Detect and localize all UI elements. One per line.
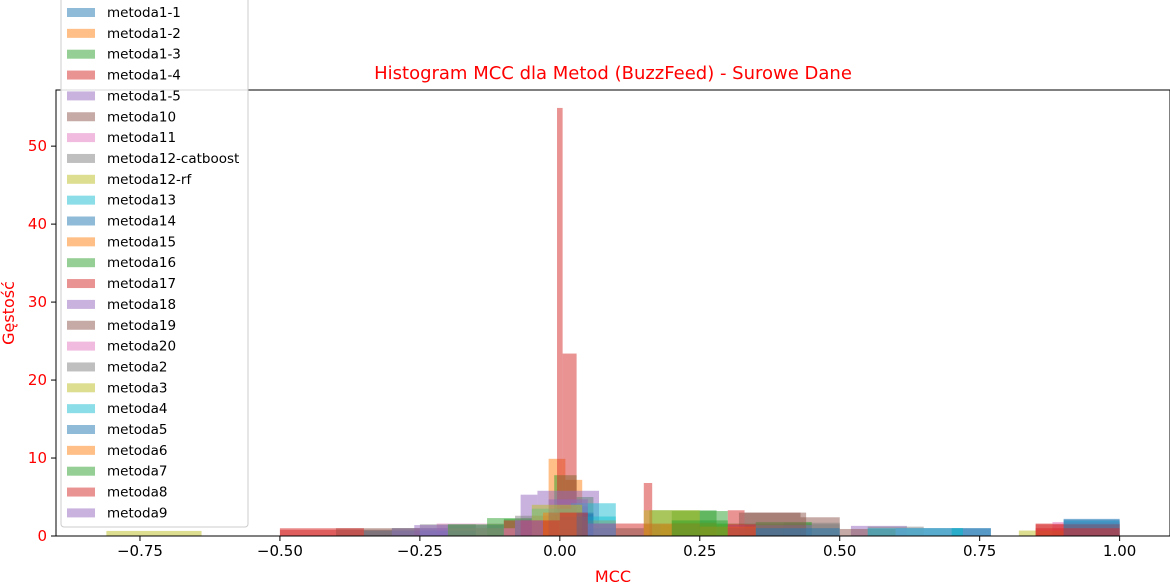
legend-swatch <box>67 487 95 497</box>
legend-label: metoda11 <box>107 130 176 146</box>
legend-swatch <box>67 70 95 80</box>
legend-swatch <box>67 174 95 184</box>
y-tick-label: 30 <box>28 293 47 311</box>
legend-label: metoda10 <box>107 109 176 125</box>
legend-swatch <box>67 320 95 330</box>
legend-label: metoda6 <box>107 443 167 459</box>
y-tick-label: 50 <box>28 137 47 155</box>
legend-label: metoda19 <box>107 318 176 334</box>
histogram-bar <box>895 528 963 536</box>
histogram-bar <box>106 530 202 536</box>
legend-label: metoda15 <box>107 234 176 250</box>
legend-label: metoda16 <box>107 255 176 271</box>
legend-label: metoda9 <box>107 505 167 521</box>
legend-label: metoda18 <box>107 297 176 313</box>
histogram-bar <box>671 520 728 536</box>
x-tick-label: 0.00 <box>543 542 576 560</box>
x-tick-label: 0.50 <box>823 542 856 560</box>
legend-swatch <box>67 508 95 518</box>
legend-label: metoda20 <box>107 339 176 355</box>
histogram-bar <box>447 524 504 536</box>
histogram-bar <box>279 528 364 536</box>
legend-label: metoda17 <box>107 276 176 292</box>
legend-label: metoda13 <box>107 193 176 209</box>
legend-label: metoda4 <box>107 401 167 417</box>
y-tick-label: 20 <box>28 371 47 389</box>
legend-swatch <box>67 362 95 372</box>
histogram-bar <box>559 512 588 536</box>
x-tick-label: 0.75 <box>963 542 996 560</box>
y-axis-label: Gęstość <box>0 281 18 345</box>
x-tick-label: −0.75 <box>117 542 163 560</box>
legend-label: metoda12-rf <box>107 172 192 188</box>
legend-label: metoda1-1 <box>107 5 181 21</box>
legend-label: metoda1-3 <box>107 47 181 63</box>
legend-swatch <box>67 49 95 59</box>
y-tick-label: 40 <box>28 215 47 233</box>
legend-swatch <box>67 425 95 434</box>
legend-label: metoda5 <box>107 422 167 438</box>
legend-label: metoda2 <box>107 359 167 375</box>
legend-swatch <box>67 341 95 351</box>
legend-box <box>60 0 249 528</box>
legend-swatch <box>67 279 95 289</box>
legend-swatch <box>67 195 95 205</box>
x-tick-label: −0.50 <box>257 542 303 560</box>
legend-label: metoda1-2 <box>107 26 181 42</box>
y-tick-label: 0 <box>37 527 47 545</box>
legend-label: metoda14 <box>107 214 176 230</box>
histogram-bar <box>839 528 896 536</box>
x-tick-label: −0.25 <box>397 542 443 560</box>
legend-label: metoda1-5 <box>107 88 181 104</box>
legend-label: metoda3 <box>107 380 167 396</box>
plot-frame <box>55 89 1170 537</box>
legend-swatch <box>67 299 95 309</box>
x-axis-ticks: −0.75 −0.50 −0.25 0.00 0.25 0.50 0.75 1.00 <box>117 536 1136 560</box>
legend-swatch <box>67 258 95 268</box>
histogram-bars <box>106 107 1120 537</box>
legend-swatch <box>67 466 95 476</box>
legend-swatch <box>67 445 95 455</box>
histogram-bar <box>643 482 653 536</box>
y-axis-ticks: 0 10 20 30 40 50 <box>28 137 56 545</box>
histogram-bar <box>951 528 991 536</box>
histogram-bar <box>727 524 756 536</box>
legend-swatch <box>67 28 95 38</box>
legend-label: metoda7 <box>107 464 167 480</box>
histogram-bar <box>391 528 448 536</box>
legend-swatch <box>67 112 95 122</box>
legend-label: metoda12-catboost <box>107 151 239 167</box>
legend-swatch <box>67 133 95 143</box>
histogram-bar <box>587 523 616 536</box>
legend: metoda1-1 metoda1-2 metoda1-3 metoda1-4 meto… <box>60 0 249 528</box>
histogram-bar <box>1035 528 1120 536</box>
legend-swatch <box>67 91 95 101</box>
y-tick-label: 10 <box>28 449 47 467</box>
legend-label: metoda1-4 <box>107 68 181 84</box>
legend-swatch <box>67 383 95 393</box>
histogram-bar <box>562 353 577 536</box>
histogram-bar <box>335 528 420 536</box>
histogram-bar <box>515 520 544 536</box>
x-tick-label: 1.00 <box>1103 542 1136 560</box>
x-axis-label: MCC <box>595 567 631 586</box>
x-tick-label: 0.25 <box>683 542 716 560</box>
legend-swatch <box>67 237 95 247</box>
legend-swatch <box>67 216 95 226</box>
legend-swatch <box>67 404 95 414</box>
chart-title: Histogram MCC dla Metod (BuzzFeed) - Sur… <box>374 63 852 84</box>
legend-label: metoda8 <box>107 485 167 501</box>
legend-swatch <box>67 8 95 17</box>
histogram-bar <box>727 528 840 536</box>
histogram-bar <box>557 107 563 537</box>
legend-swatch <box>67 153 95 163</box>
